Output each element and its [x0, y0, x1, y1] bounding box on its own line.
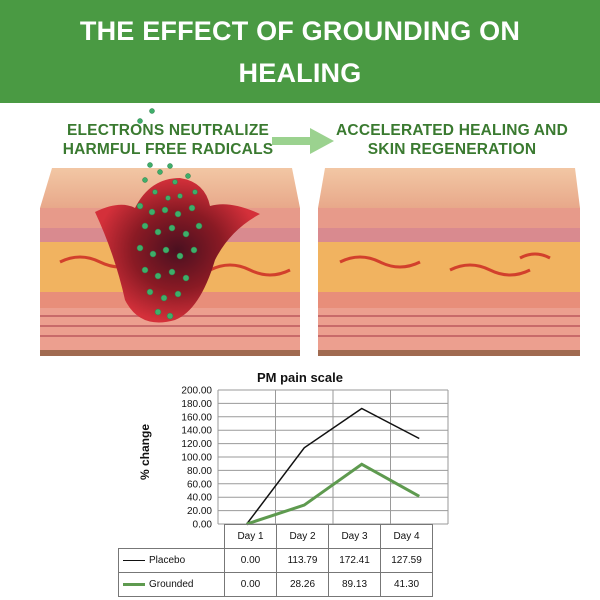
- data-label: 89.13: [328, 572, 381, 597]
- category-label: Day 1: [224, 524, 277, 549]
- table-row-grounded: Grounded 0.00 28.26 89.13 41.30: [118, 572, 433, 597]
- skin-illustration: [40, 108, 580, 356]
- data-label: 113.79: [276, 548, 329, 573]
- category-label: Day 2: [276, 524, 329, 549]
- series-line-grounded: [246, 462, 420, 526]
- grounded-line-key: [123, 582, 145, 586]
- series-name: Grounded: [149, 579, 194, 590]
- wounded-skin-block: [40, 168, 300, 356]
- data-label: 0.00: [224, 548, 277, 573]
- data-table: Day 1 Day 2 Day 3 Day 4 Placebo 0.00 113…: [118, 524, 433, 597]
- electron-dots: [136, 108, 203, 320]
- table-row-placebo: Placebo 0.00 113.79 172.41 127.59: [118, 548, 433, 573]
- y-tick-label: 160.00: [181, 412, 212, 423]
- data-label: 127.59: [380, 548, 433, 573]
- y-tick-label: 60.00: [187, 479, 212, 490]
- category-label: Day 4: [380, 524, 433, 549]
- right-arrow-icon: [272, 128, 334, 154]
- series-line-placebo: [246, 407, 420, 525]
- title-banner: THE EFFECT OF GROUNDING ON HEALING: [0, 0, 600, 103]
- y-tick-label: 20.00: [187, 506, 212, 517]
- series-name: Placebo: [149, 555, 186, 566]
- table-header-row: Day 1 Day 2 Day 3 Day 4: [118, 524, 433, 549]
- caption-right: ACCELERATED HEALING AND SKIN REGENERATIO…: [336, 122, 568, 158]
- data-label: 28.26: [276, 572, 329, 597]
- y-tick-label: 140.00: [181, 426, 212, 437]
- y-tick-label: 100.00: [181, 453, 212, 464]
- data-label: 172.41: [328, 548, 381, 573]
- page-title: THE EFFECT OF GROUNDING ON HEALING: [79, 15, 521, 88]
- y-tick-label: 40.00: [187, 493, 212, 504]
- y-tick-label: 200.00: [181, 386, 212, 397]
- y-tick-label: 80.00: [187, 466, 212, 477]
- table-corner-cell: [118, 524, 225, 549]
- chart-title: PM pain scale: [257, 370, 343, 385]
- legend-placebo: Placebo: [118, 548, 225, 573]
- healed-skin-block: [318, 168, 580, 356]
- placebo-line-key: [123, 559, 145, 561]
- legend-grounded: Grounded: [118, 572, 225, 597]
- data-label: 0.00: [224, 572, 277, 597]
- data-label: 41.30: [380, 572, 433, 597]
- caption-left: ELECTRONS NEUTRALIZE HARMFUL FREE RADICA…: [62, 122, 274, 158]
- category-label: Day 3: [328, 524, 381, 549]
- y-tick-label: 180.00: [181, 399, 212, 410]
- y-tick-label: 120.00: [181, 439, 212, 450]
